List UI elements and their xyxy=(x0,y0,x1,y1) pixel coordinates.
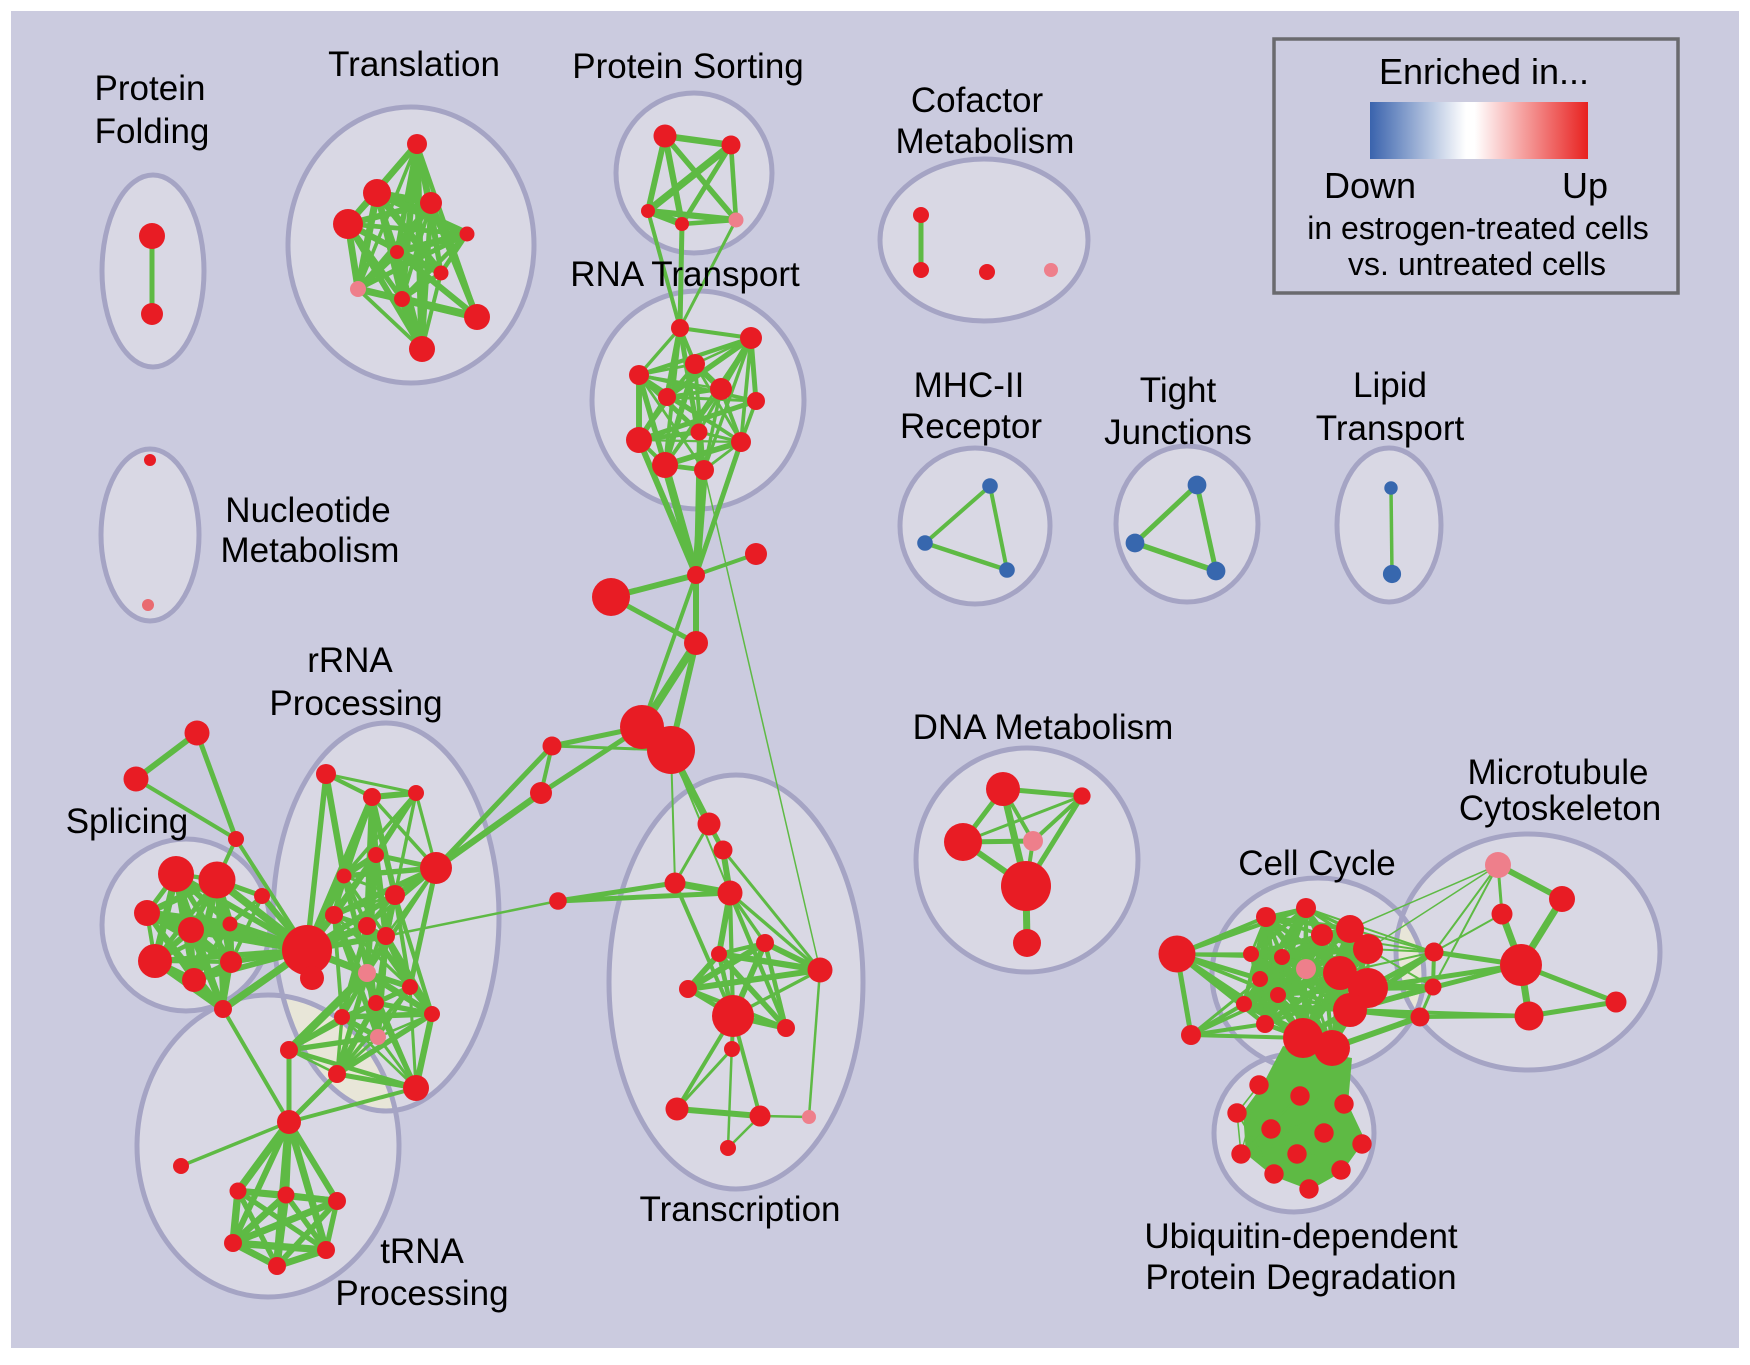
svg-text:Up: Up xyxy=(1562,165,1608,206)
svg-text:Protein: Protein xyxy=(95,69,206,108)
svg-text:Cofactor: Cofactor xyxy=(911,81,1044,120)
svg-text:Receptor: Receptor xyxy=(900,407,1042,446)
svg-text:in estrogen-treated cells: in estrogen-treated cells xyxy=(1307,210,1649,246)
svg-text:Nucleotide: Nucleotide xyxy=(225,491,390,530)
svg-text:vs. untreated cells: vs. untreated cells xyxy=(1348,246,1606,282)
svg-text:Protein Sorting: Protein Sorting xyxy=(572,47,804,86)
svg-text:Metabolism: Metabolism xyxy=(221,531,400,570)
svg-text:Transport: Transport xyxy=(1316,409,1465,448)
svg-text:Protein Degradation: Protein Degradation xyxy=(1145,1258,1456,1297)
svg-text:Splicing: Splicing xyxy=(66,802,189,841)
svg-text:Lipid: Lipid xyxy=(1353,366,1427,405)
svg-text:Metabolism: Metabolism xyxy=(896,122,1075,161)
svg-text:Junctions: Junctions xyxy=(1104,413,1252,452)
svg-text:Translation: Translation xyxy=(328,45,500,84)
svg-text:DNA Metabolism: DNA Metabolism xyxy=(913,708,1174,747)
svg-text:Tight: Tight xyxy=(1140,371,1217,410)
svg-text:Folding: Folding xyxy=(95,112,210,151)
svg-text:tRNA: tRNA xyxy=(380,1232,464,1271)
svg-text:rRNA: rRNA xyxy=(307,641,393,680)
svg-text:Ubiquitin-dependent: Ubiquitin-dependent xyxy=(1144,1217,1458,1256)
svg-text:Cell Cycle: Cell Cycle xyxy=(1238,844,1396,883)
svg-text:Enriched in...: Enriched in... xyxy=(1379,51,1589,92)
svg-text:Cytoskeleton: Cytoskeleton xyxy=(1459,789,1661,828)
svg-text:RNA Transport: RNA Transport xyxy=(570,255,800,294)
svg-text:Microtubule: Microtubule xyxy=(1468,753,1649,792)
svg-text:Processing: Processing xyxy=(335,1274,508,1313)
svg-text:Down: Down xyxy=(1324,165,1416,206)
svg-text:Transcription: Transcription xyxy=(640,1190,841,1229)
svg-text:Processing: Processing xyxy=(269,684,442,723)
svg-text:MHC-II: MHC-II xyxy=(914,366,1025,405)
